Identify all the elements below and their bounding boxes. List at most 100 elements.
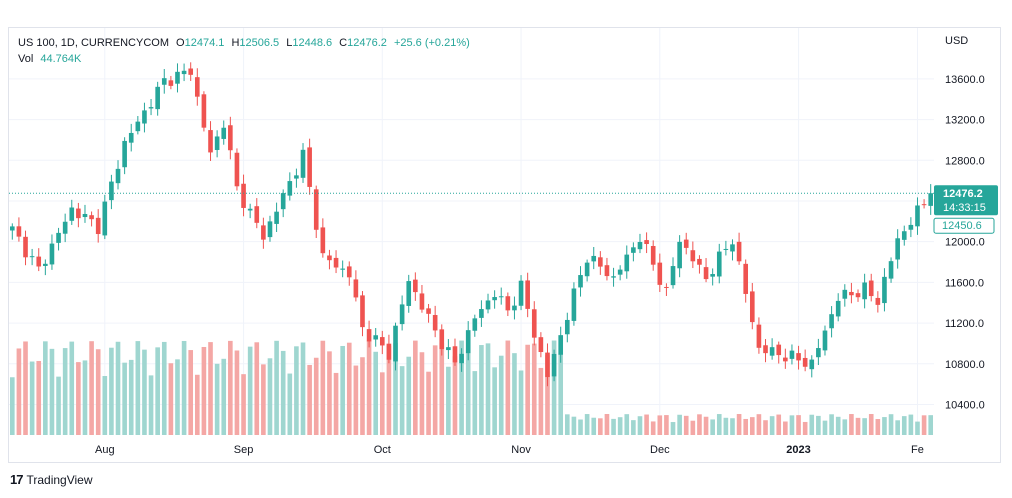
volume-bar [716,414,722,435]
volume-bar [545,355,550,435]
volume-bar [703,416,709,435]
volume-bar [413,340,418,435]
volume-bar [373,351,379,435]
volume-bar [333,372,339,435]
time-tick-label: Fe [911,444,924,456]
volume-bar [868,414,874,435]
candle-body [432,315,438,331]
legend-close-label: C [339,37,348,49]
volume-bar [822,420,828,435]
volume-bar [492,367,497,435]
volume-bar [399,366,405,435]
candle-body [571,288,577,321]
candle-body [201,94,207,128]
volume-bar [479,345,484,435]
time-tick-label: Oct [374,444,391,456]
candle-body [228,125,233,151]
legend-vol-label[interactable]: Vol [18,53,34,65]
legend-high-label: H [231,37,240,49]
candle-body [789,350,795,359]
last-price-tag [934,185,998,216]
volume-bar [617,417,623,435]
volume-bar [921,415,927,435]
volume-bar [888,414,894,435]
time-tick-label: Nov [511,444,531,456]
legend-change: +25.6 (+0.21%) [393,37,470,49]
volume-bar [538,367,544,435]
volume-bar [783,421,788,435]
volume-bar [300,342,306,435]
volume-bar [432,345,438,435]
volume-bar [452,356,458,435]
volume-bar [221,358,227,435]
volume-bar [465,352,471,435]
legend-vol: 44.764K [40,53,82,65]
candle-body [327,255,332,261]
volume-bar [247,346,253,435]
volume-bar [531,343,537,435]
candle-body [267,221,273,238]
volume-bar [360,357,365,435]
volume-bar [875,419,881,435]
volume-bar [644,414,649,435]
volume-bar [743,418,749,435]
legend-low-label: L [286,37,293,49]
volume-bar [756,414,762,435]
candle-body [49,243,55,265]
candle-body [386,343,392,360]
candle-body [413,279,418,293]
candle-body [624,254,630,272]
volume-bar [102,376,108,435]
volume-bar [148,375,154,435]
candle-body [43,263,48,266]
candle-body [538,337,544,353]
candle-body [181,70,187,75]
volume-bar [677,414,682,435]
legend-symbol[interactable]: US 100, 1D, CURRENCYCOM [18,37,169,49]
price-tick-label: 12800.0 [945,155,985,167]
volume-bar [386,345,392,435]
time-tick-label: Sep [234,444,254,456]
candle-body [763,345,768,354]
price-tick-label: 13600.0 [945,74,985,86]
volume-bar [446,366,451,435]
candle-body [736,241,742,262]
candle-body [598,257,603,267]
legend-open: 12474.1 [184,37,225,49]
candle-body [23,236,28,258]
candle-body [439,329,445,350]
volume-bar [472,371,478,435]
currency-label: USD [945,35,968,47]
time-axis[interactable]: Aug Sep Oct Nov Dec 2023 Fe [95,444,924,456]
volume-bar [915,421,920,435]
volume-bar [697,414,702,435]
price-axis[interactable]: USD 10400.0 10800.0 11200.0 11600.0 12000.0 12… [945,35,985,411]
candle-body [82,213,88,218]
volume-bar [796,415,801,435]
last-price-tag-value: 12476.2 [943,188,983,200]
candle-body [822,330,828,351]
candle-body [122,140,127,168]
candle-body [241,183,246,208]
volume-bar [842,419,848,435]
candle-body [895,238,900,260]
volume-bar [115,341,121,435]
volume-bar [393,342,398,435]
volume-bar [128,359,134,435]
candle-body [346,266,352,278]
volume-bar [307,364,312,435]
candle-body [584,262,590,277]
candle-body [161,78,167,85]
volume-bar [194,374,200,435]
candle-body [419,293,425,310]
volume-bar [29,361,35,435]
candle-body [908,224,914,230]
volume-bar [591,417,597,435]
tradingview-watermark[interactable]: 17 TradingView [10,472,93,487]
candle-body [168,80,174,86]
volume-bar [439,343,445,435]
volume-bar [16,348,22,435]
time-tick-label: Dec [650,444,670,456]
candle-body [366,329,372,342]
